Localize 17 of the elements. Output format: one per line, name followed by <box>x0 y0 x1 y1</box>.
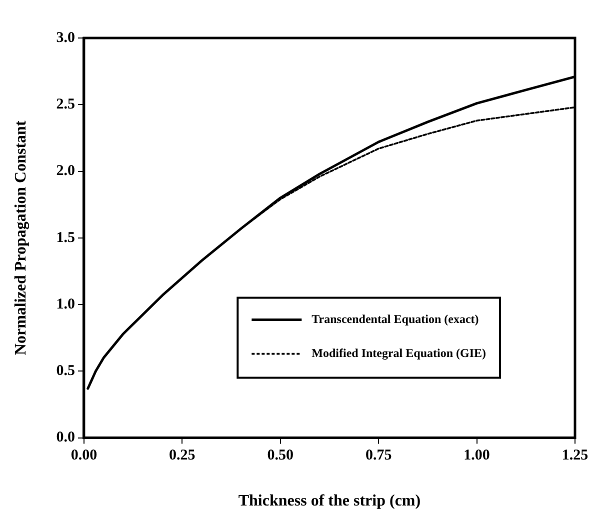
y-tick-label: 2.5 <box>56 96 75 113</box>
y-axis-title: Normalized Propagation Constant <box>12 120 30 356</box>
legend-label: Modified Integral Equation (GIE) <box>312 346 486 360</box>
y-tick-label: 0.0 <box>56 430 75 446</box>
x-tick-label: 0.75 <box>365 448 392 464</box>
x-tick-label: 1.00 <box>464 448 490 464</box>
legend-label: Transcendental Equation (exact) <box>312 312 479 326</box>
y-tick-label: 1.5 <box>56 230 75 246</box>
x-tick-label: 0.00 <box>70 448 98 464</box>
y-tick-label: 0.5 <box>56 363 75 380</box>
y-tick-label: 3.0 <box>56 30 75 46</box>
x-tick-label: 0.25 <box>169 448 196 464</box>
y-tick-label: 2.0 <box>56 163 75 180</box>
x-tick-label: 1.25 <box>562 448 588 464</box>
x-axis-title: Thickness of the strip (cm) <box>238 492 421 510</box>
x-tick-label: 0.50 <box>267 448 294 464</box>
y-tick-label: 1.0 <box>56 296 75 312</box>
